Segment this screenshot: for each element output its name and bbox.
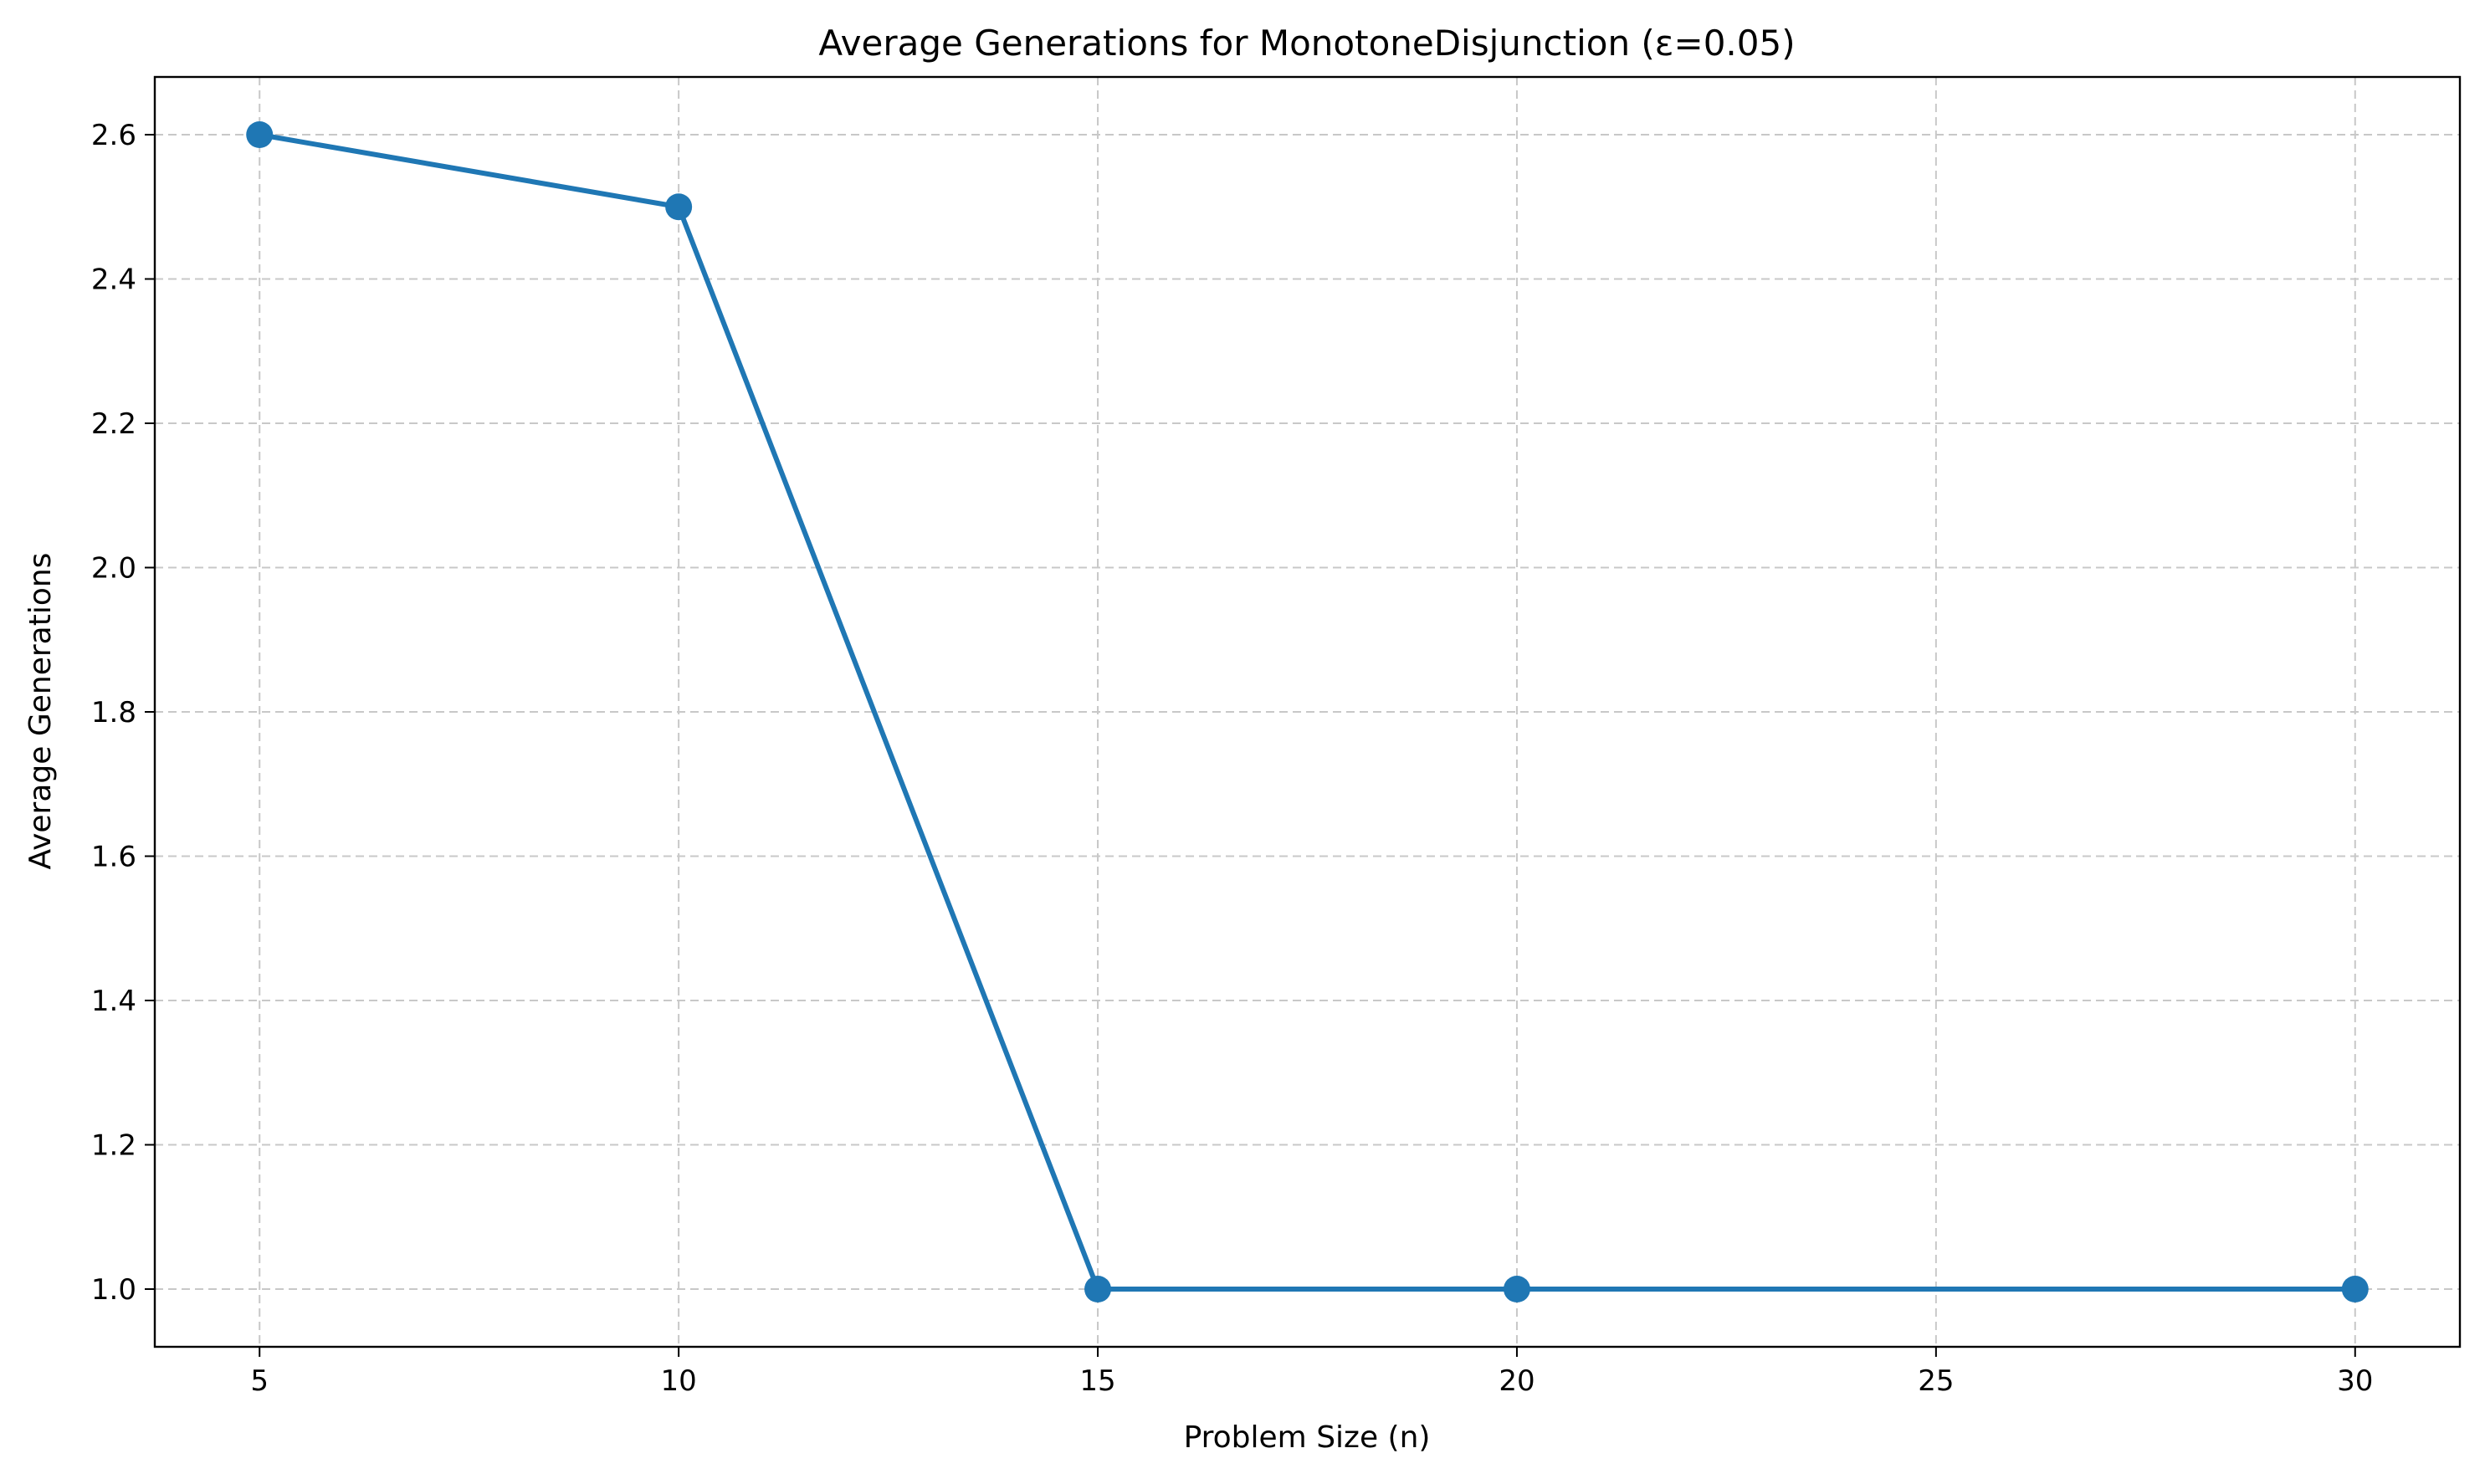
x-axis: 5 10 15 20 25 30	[250, 1347, 2373, 1398]
x-tick-label: 30	[2337, 1364, 2373, 1398]
y-tick-label: 1.6	[91, 841, 136, 874]
series-layer	[246, 121, 2369, 1302]
y-tick-label: 2.2	[91, 407, 136, 441]
y-tick-label: 2.0	[91, 552, 136, 586]
data-point-marker	[246, 121, 274, 148]
y-tick-label: 1.4	[91, 985, 136, 1018]
x-tick-label: 10	[661, 1364, 697, 1398]
chart-title: Average Generations for MonotoneDisjunct…	[818, 23, 1795, 64]
x-tick-label: 5	[250, 1364, 269, 1398]
x-tick-label: 15	[1079, 1364, 1115, 1398]
y-tick-label: 1.8	[91, 696, 136, 729]
y-axis: 1.0 1.2 1.4 1.6 1.8 2.0 2.2 2.4 2.6	[91, 119, 155, 1307]
y-tick-label: 2.6	[91, 119, 136, 152]
data-point-marker	[1084, 1276, 1112, 1302]
x-axis-label: Problem Size (n)	[1184, 1420, 1431, 1455]
y-tick-label: 1.2	[91, 1129, 136, 1163]
data-point-marker	[665, 193, 693, 221]
y-axis-label: Average Generations	[23, 553, 58, 870]
data-point-marker	[2341, 1276, 2369, 1302]
y-tick-label: 1.0	[91, 1273, 136, 1307]
data-point-marker	[1503, 1276, 1530, 1302]
x-tick-label: 20	[1499, 1364, 1535, 1398]
y-tick-label: 2.4	[91, 264, 136, 297]
x-tick-label: 25	[1918, 1364, 1954, 1398]
